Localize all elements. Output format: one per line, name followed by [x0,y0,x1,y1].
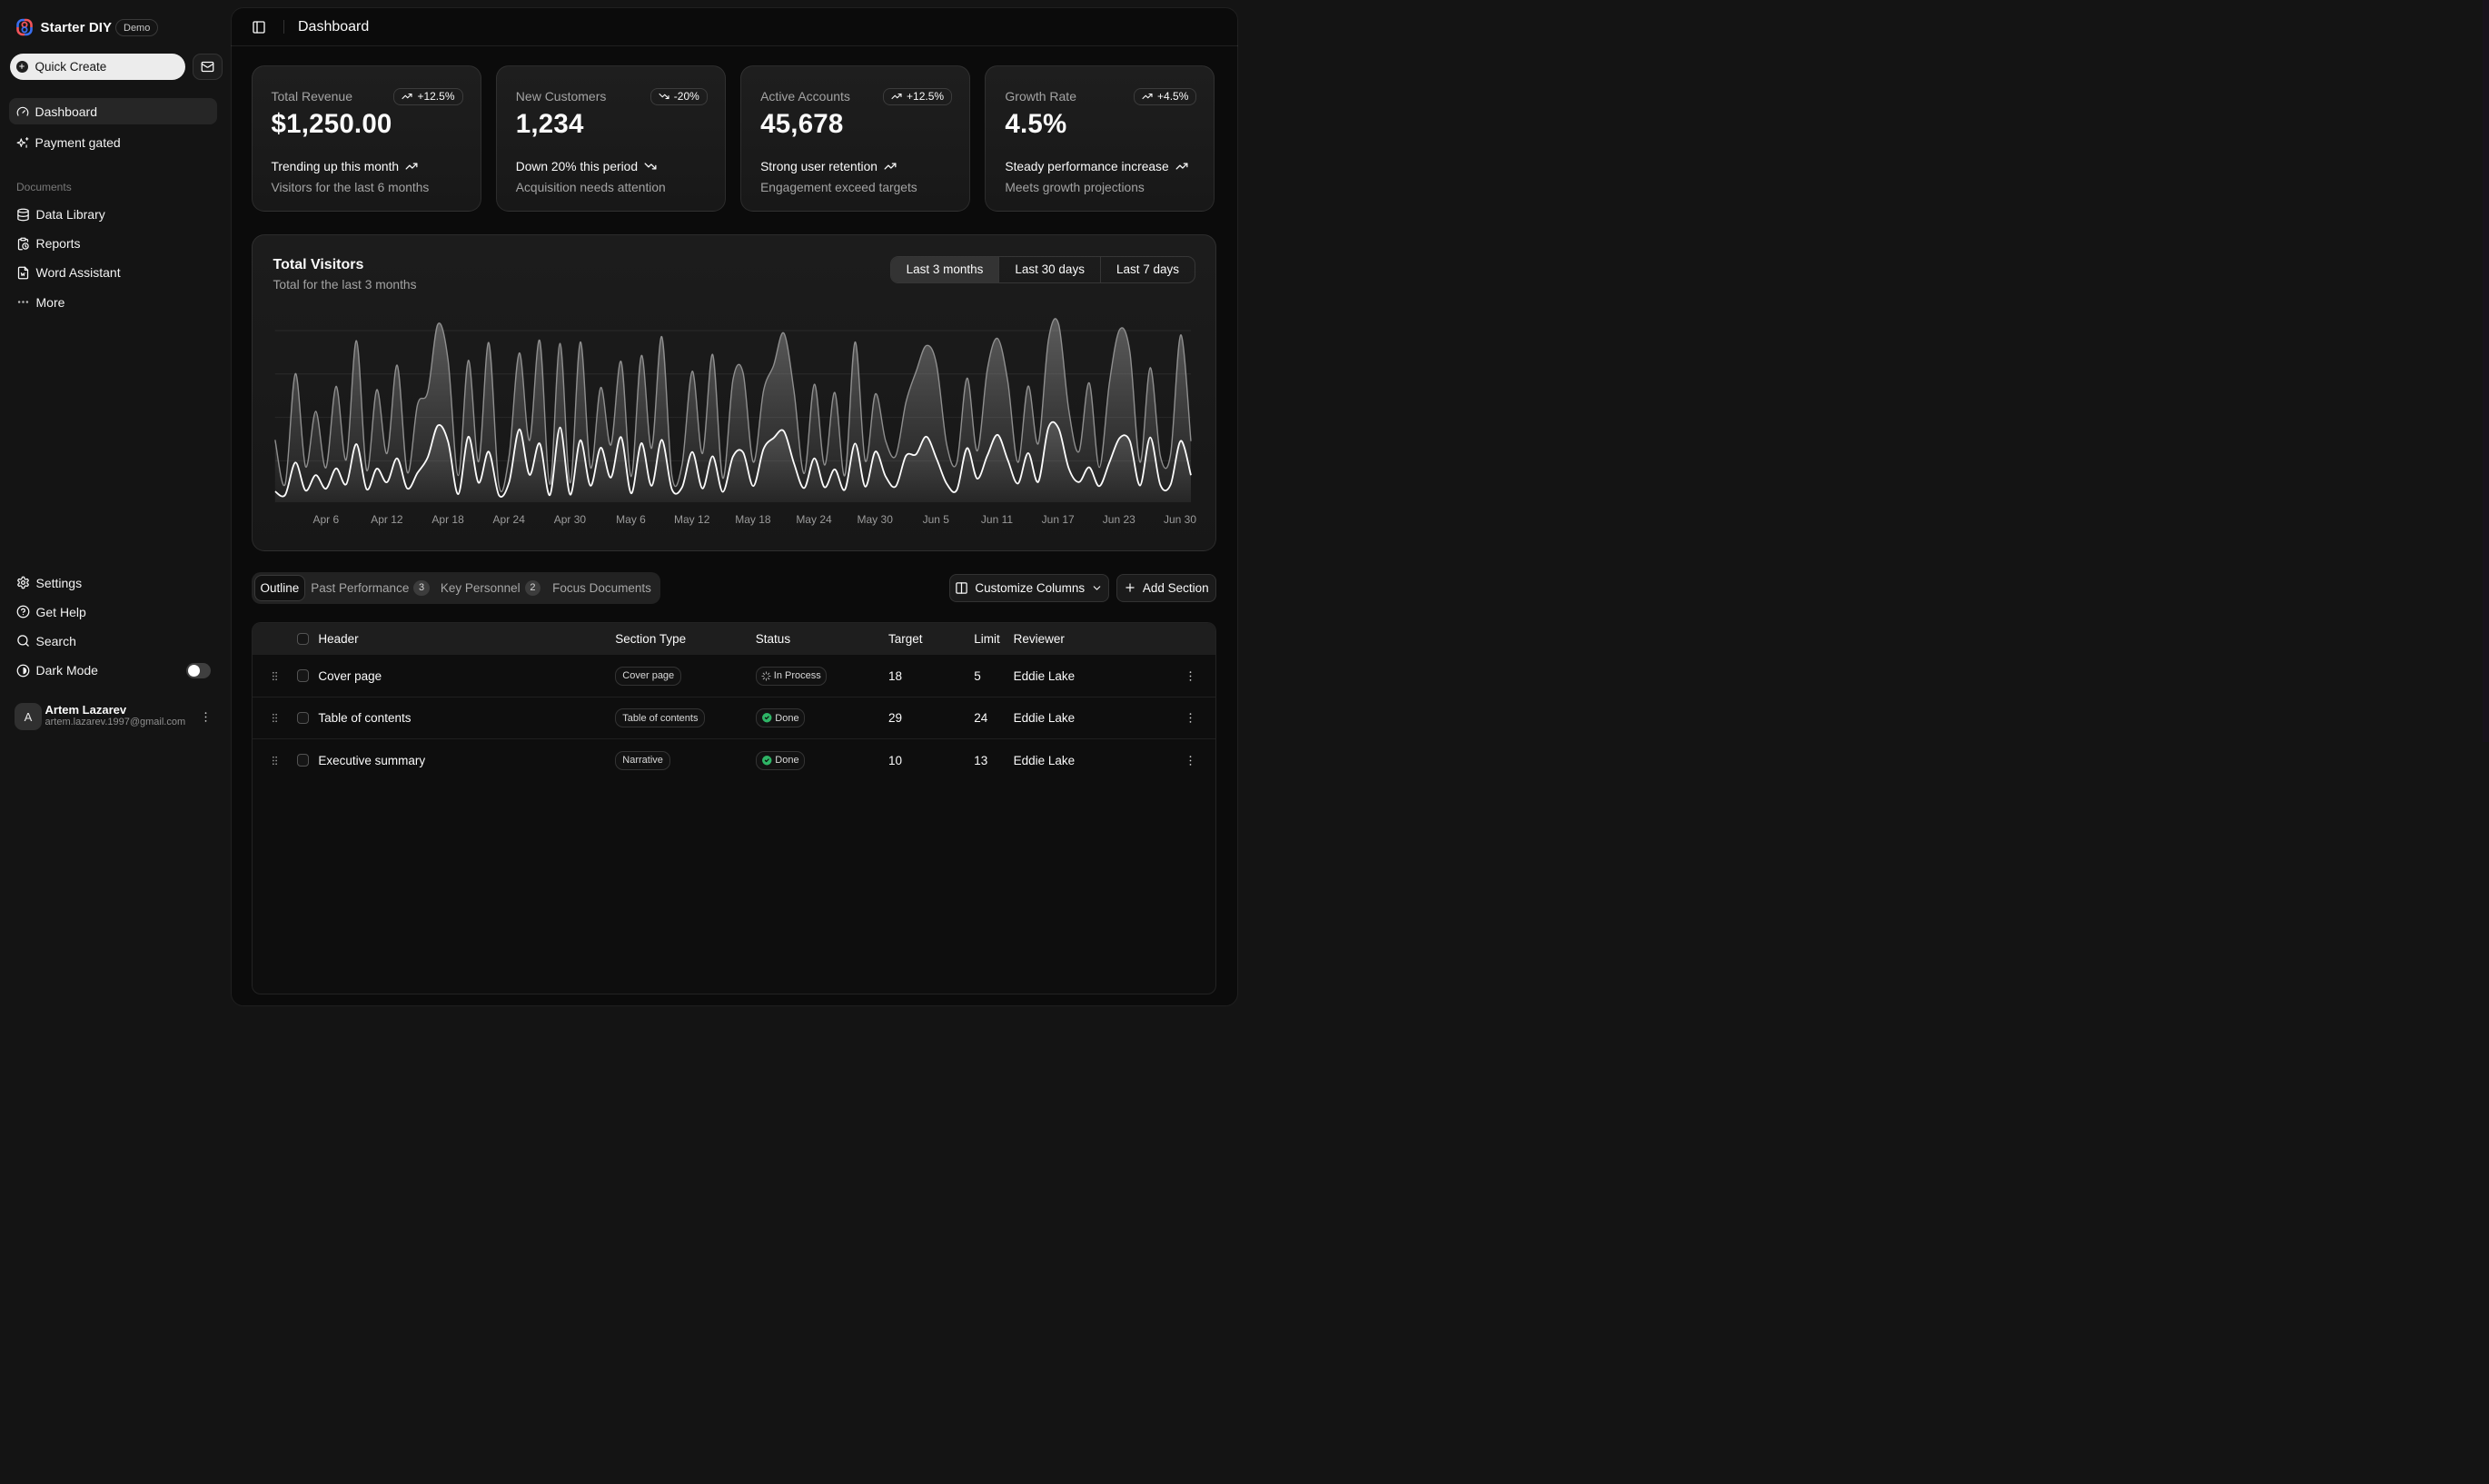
svg-text:Apr 24: Apr 24 [493,513,526,526]
svg-text:Jun 17: Jun 17 [1042,513,1075,526]
svg-text:Jun 30: Jun 30 [1164,513,1196,526]
svg-text:Jun 11: Jun 11 [981,513,1013,526]
svg-text:Apr 6: Apr 6 [312,513,339,526]
svg-text:May 30: May 30 [858,513,894,526]
svg-text:Apr 18: Apr 18 [431,513,464,526]
svg-text:May 6: May 6 [616,513,646,526]
svg-text:May 18: May 18 [735,513,771,526]
svg-text:Jun 23: Jun 23 [1103,513,1135,526]
svg-text:Apr 12: Apr 12 [371,513,403,526]
svg-text:May 24: May 24 [796,513,832,526]
svg-text:Apr 30: Apr 30 [554,513,587,526]
svg-text:May 12: May 12 [674,513,710,526]
svg-text:Jun 5: Jun 5 [923,513,950,526]
